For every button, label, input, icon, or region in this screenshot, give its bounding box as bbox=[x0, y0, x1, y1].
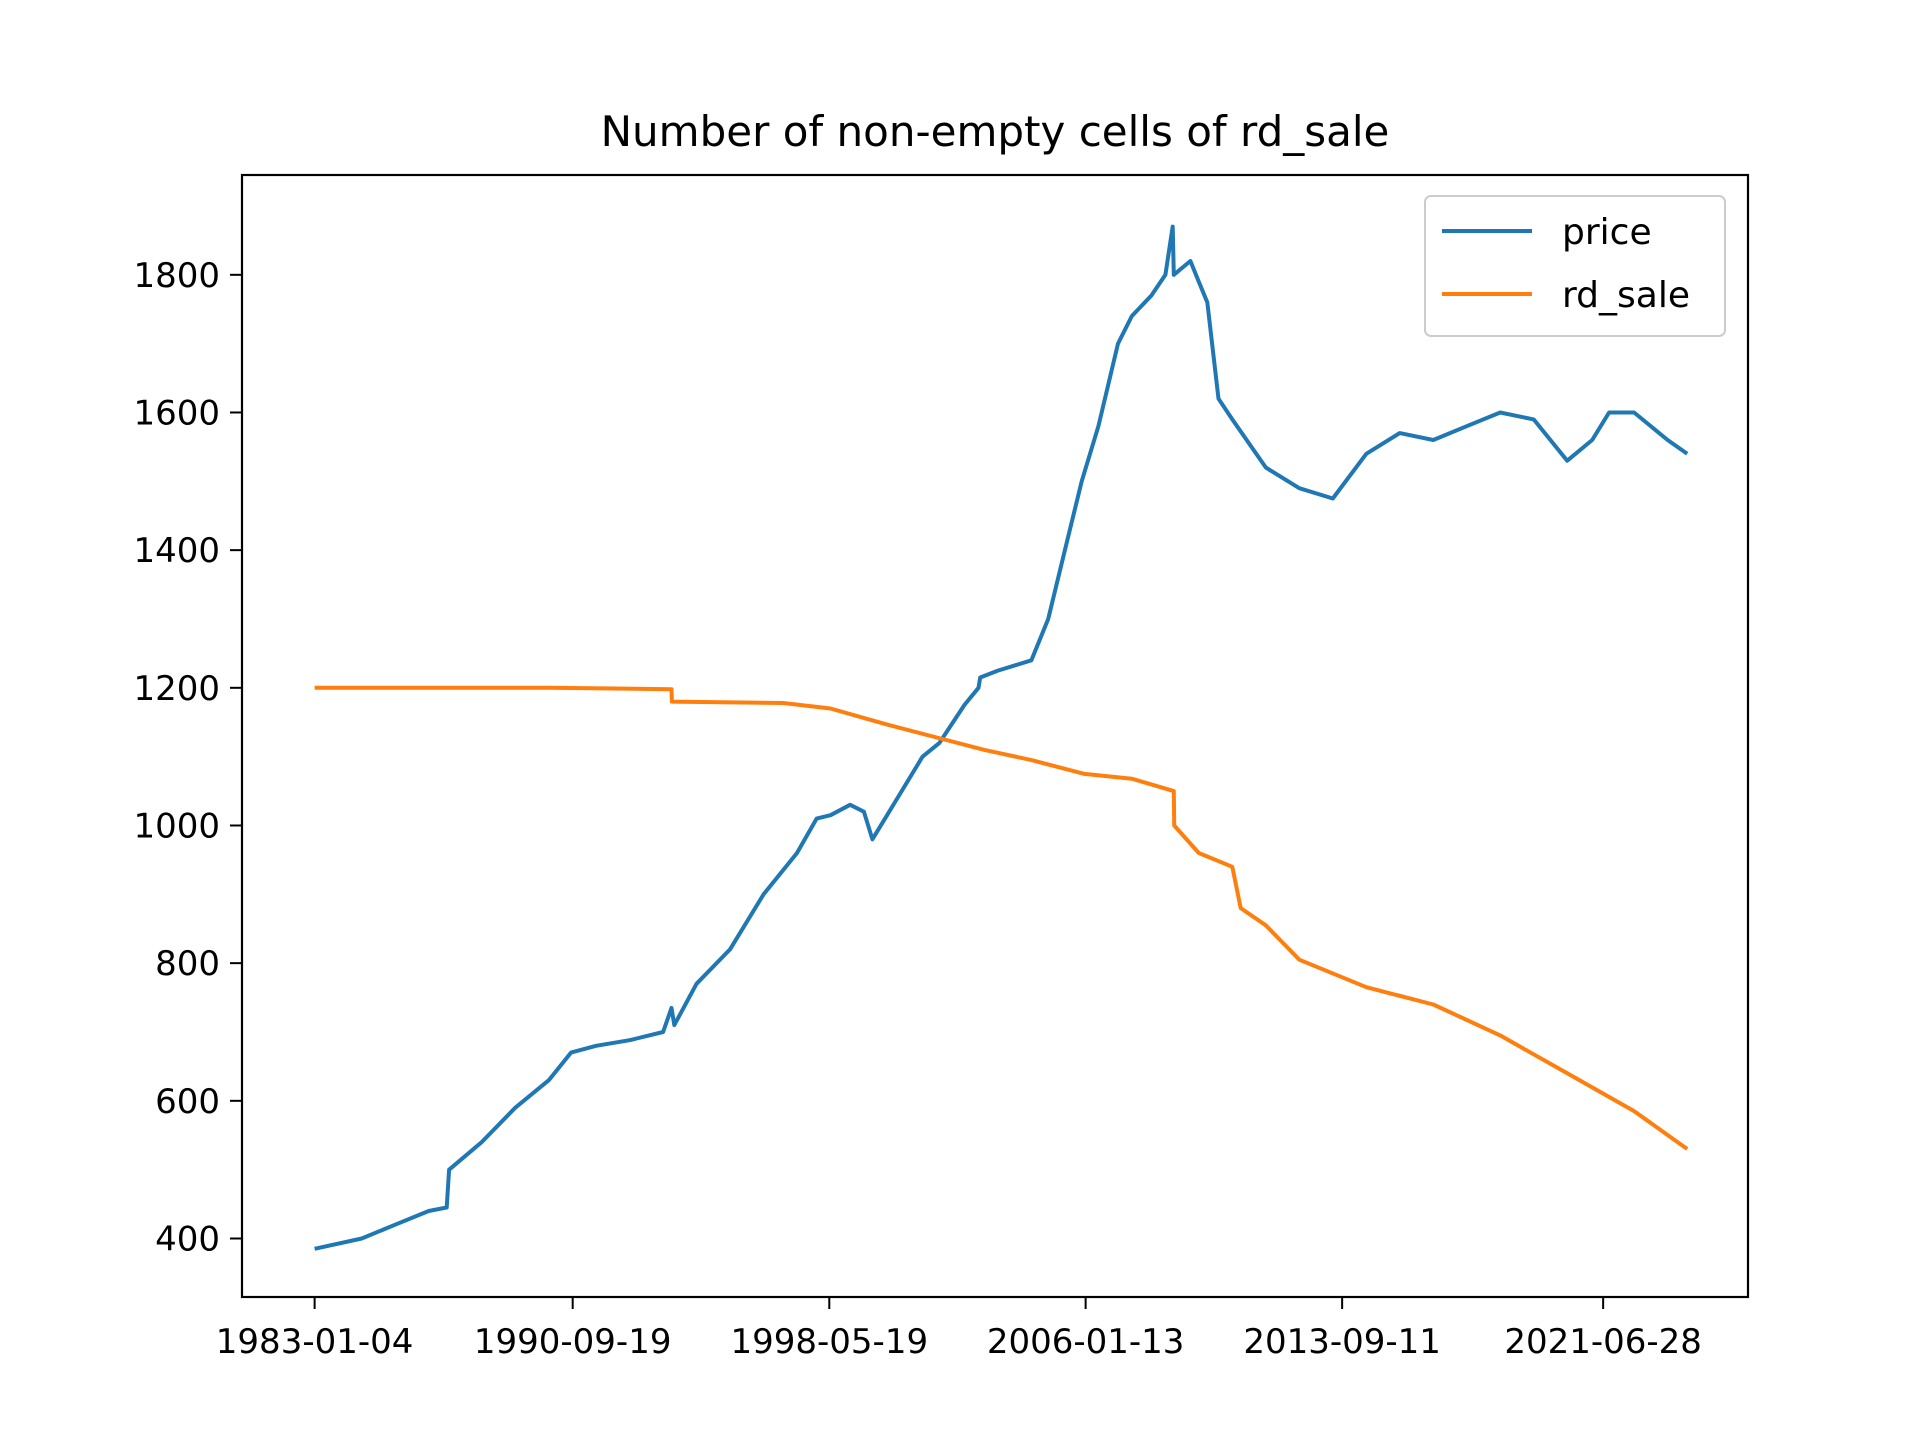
x-tick-label: 1998-05-19 bbox=[730, 1322, 928, 1362]
y-tick-label: 600 bbox=[155, 1082, 220, 1122]
series-layer bbox=[314, 224, 1689, 1251]
x-tick-label: 1983-01-04 bbox=[216, 1322, 414, 1362]
series-line-price bbox=[314, 224, 1689, 1251]
x-axis: 1983-01-04 1990-09-19 1998-05-19 2006-01-13… bbox=[216, 1297, 1702, 1362]
legend-label-rd-sale: rd_sale bbox=[1562, 275, 1690, 316]
chart-title: Number of non-empty cells of rd_sale bbox=[601, 107, 1390, 156]
legend-label-price: price bbox=[1562, 212, 1652, 253]
legend: price rd_sale bbox=[1424, 195, 1726, 337]
y-tick-label: 400 bbox=[155, 1219, 220, 1259]
series-line-rd-sale bbox=[314, 685, 1689, 1151]
x-tick-label: 2013-09-11 bbox=[1243, 1322, 1441, 1362]
x-tick-label: 2021-06-28 bbox=[1504, 1322, 1702, 1362]
y-tick-label: 1800 bbox=[133, 256, 220, 296]
y-tick-label: 800 bbox=[155, 944, 220, 984]
y-tick-label: 1400 bbox=[133, 531, 220, 571]
plot-area-frame bbox=[240, 173, 1750, 1299]
y-tick-label: 1600 bbox=[133, 393, 220, 433]
y-axis: 400 600 800 1000 1200 1400 1600 1800 bbox=[133, 256, 242, 1259]
y-tick-label: 1000 bbox=[133, 806, 220, 846]
x-tick-label: 1990-09-19 bbox=[474, 1322, 672, 1362]
y-tick-label: 1200 bbox=[133, 669, 220, 709]
x-tick-label: 2006-01-13 bbox=[987, 1322, 1185, 1362]
